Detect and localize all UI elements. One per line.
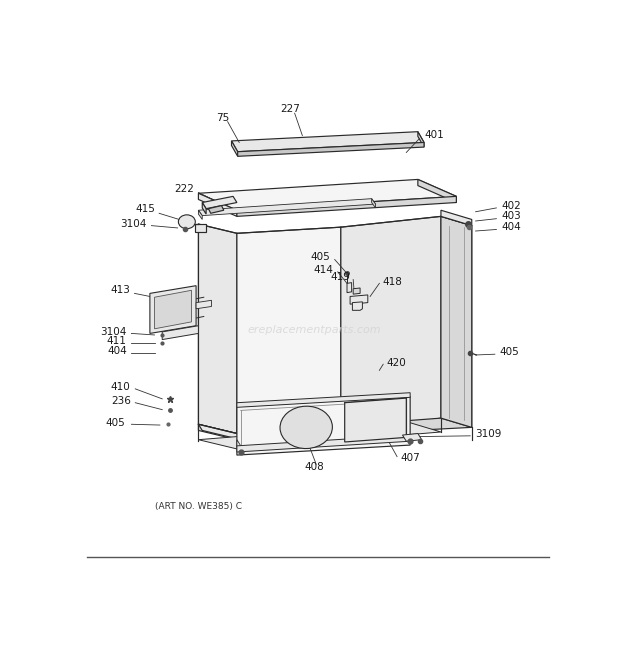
Text: 419: 419 [330, 272, 350, 282]
Polygon shape [198, 193, 237, 216]
Polygon shape [208, 206, 224, 214]
Ellipse shape [179, 215, 195, 229]
Text: (ART NO. WE385) C: (ART NO. WE385) C [154, 502, 242, 511]
Polygon shape [237, 393, 410, 407]
Polygon shape [371, 199, 376, 208]
Text: 418: 418 [383, 277, 402, 287]
Polygon shape [154, 290, 192, 329]
Text: 414: 414 [313, 264, 333, 274]
Polygon shape [198, 424, 237, 440]
Polygon shape [198, 423, 441, 449]
Text: 403: 403 [501, 212, 521, 221]
Text: 405: 405 [311, 253, 330, 262]
Polygon shape [198, 199, 376, 215]
Polygon shape [402, 434, 422, 442]
Polygon shape [231, 132, 424, 152]
Polygon shape [237, 227, 341, 434]
Polygon shape [441, 216, 472, 428]
Polygon shape [352, 302, 363, 310]
Text: ereplacementparts.com: ereplacementparts.com [247, 325, 381, 334]
Polygon shape [202, 202, 206, 214]
Polygon shape [350, 295, 368, 304]
Text: 3109: 3109 [475, 429, 501, 440]
Text: 3104: 3104 [120, 219, 147, 229]
Polygon shape [341, 216, 441, 434]
Text: 411: 411 [107, 336, 126, 346]
Polygon shape [198, 210, 202, 219]
Polygon shape [198, 424, 241, 440]
Polygon shape [150, 286, 196, 333]
Polygon shape [237, 440, 241, 452]
Polygon shape [237, 435, 410, 452]
Ellipse shape [280, 406, 332, 449]
Text: 401: 401 [424, 130, 444, 139]
Polygon shape [237, 418, 472, 440]
Text: 227: 227 [280, 104, 300, 114]
Text: 415: 415 [135, 204, 155, 214]
Polygon shape [418, 179, 456, 202]
Polygon shape [418, 132, 424, 147]
Polygon shape [162, 326, 198, 340]
Polygon shape [231, 141, 237, 156]
Text: 408: 408 [304, 463, 324, 473]
Text: 405: 405 [105, 418, 125, 428]
Polygon shape [237, 196, 456, 216]
Text: 410: 410 [111, 382, 131, 393]
Polygon shape [237, 143, 424, 156]
Polygon shape [198, 179, 456, 210]
Polygon shape [196, 300, 211, 309]
Polygon shape [353, 288, 360, 294]
Text: 402: 402 [501, 200, 521, 211]
Polygon shape [345, 398, 406, 442]
Polygon shape [202, 196, 237, 209]
Text: 236: 236 [111, 396, 131, 406]
Text: 404: 404 [107, 346, 126, 356]
Polygon shape [198, 224, 237, 434]
Polygon shape [347, 283, 352, 293]
Text: 75: 75 [216, 113, 229, 123]
Polygon shape [441, 216, 472, 428]
Polygon shape [195, 224, 206, 232]
Text: 413: 413 [110, 286, 130, 295]
Polygon shape [237, 397, 410, 455]
Text: 407: 407 [401, 453, 420, 463]
Polygon shape [441, 210, 472, 225]
Text: 405: 405 [500, 347, 519, 357]
Text: 222: 222 [175, 184, 195, 194]
Text: 3104: 3104 [100, 327, 126, 337]
Text: 404: 404 [501, 222, 521, 232]
Text: 420: 420 [386, 358, 406, 368]
